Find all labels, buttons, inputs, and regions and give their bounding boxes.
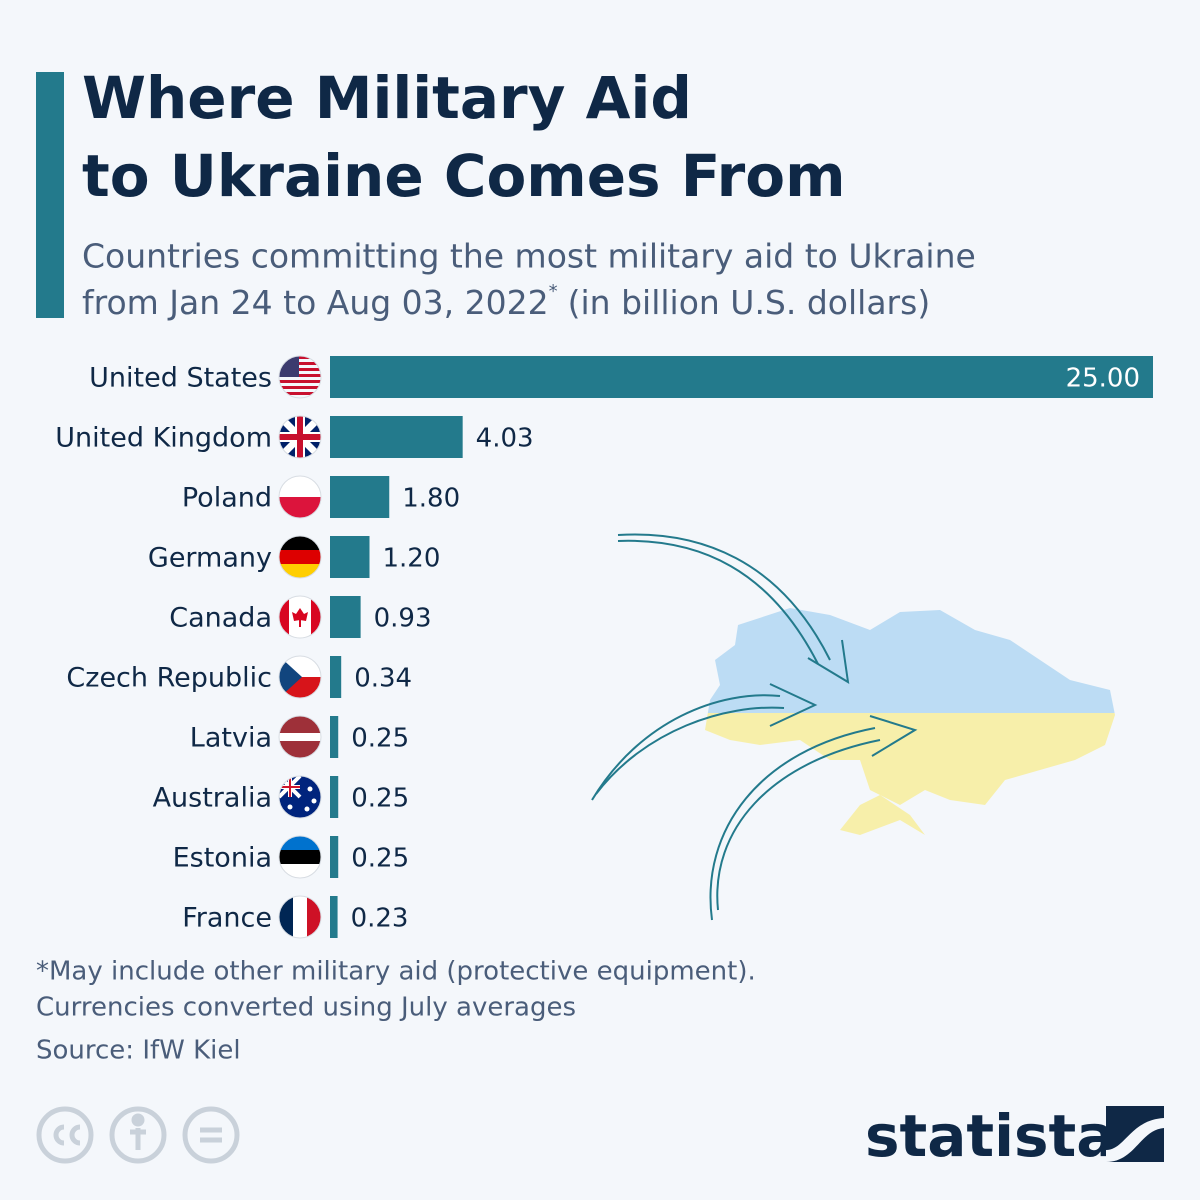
flag [279, 476, 321, 518]
flag-part [279, 362, 321, 365]
flag-border [278, 655, 322, 699]
flag-part [279, 564, 321, 578]
flag-border [278, 775, 322, 819]
category-label: France [182, 903, 272, 934]
flag-part [307, 896, 321, 938]
flag-part [293, 896, 307, 938]
bar [330, 896, 338, 938]
flag-part [279, 476, 321, 497]
flag [279, 716, 321, 758]
bar [330, 836, 339, 878]
flag-border [278, 355, 322, 399]
logo-icon [1106, 1106, 1164, 1162]
flag-part [279, 497, 321, 518]
flag-border [278, 835, 322, 879]
value-label: 25.00 [1066, 364, 1140, 394]
footnote: Currencies converted using July averages [36, 993, 576, 1023]
value-label: 1.80 [402, 484, 460, 514]
flag [279, 416, 321, 458]
chart-title: Where Military Aid [82, 64, 692, 132]
category-label: Latvia [190, 723, 272, 754]
flag-border [278, 595, 322, 639]
flag-part [279, 356, 321, 359]
flag-border [278, 895, 322, 939]
value-label: 0.23 [351, 904, 409, 934]
bar [330, 356, 1153, 398]
flag-part [311, 798, 317, 804]
accent-bar [36, 72, 64, 318]
value-label: 0.25 [351, 724, 409, 754]
license-icons [36, 1106, 240, 1164]
category-label: Canada [169, 603, 272, 634]
subtitle: from Jan 24 to Aug 03, 2022* (in billion … [82, 281, 930, 322]
flag-border [278, 715, 322, 759]
flag [279, 896, 321, 938]
flag-part [279, 550, 321, 564]
flag-border [278, 475, 322, 519]
flag-part [279, 386, 321, 389]
flag-part [307, 786, 313, 792]
flag-part [292, 608, 308, 627]
category-label: Germany [148, 543, 272, 574]
flag-part [279, 733, 321, 741]
flag-part [279, 896, 293, 938]
bar [330, 596, 361, 638]
flag-border [278, 535, 322, 579]
category-label: Estonia [173, 843, 272, 874]
flag [279, 536, 321, 578]
subtitle-part: from Jan 24 to Aug 03, 2022 [82, 283, 549, 322]
chart-title: to Ukraine Comes From [82, 142, 846, 210]
flag [279, 596, 321, 638]
footnote: *May include other military aid (protect… [36, 957, 756, 987]
bar [330, 776, 339, 818]
source: Source: IfW Kiel [36, 1036, 241, 1066]
category-label: Czech Republic [66, 663, 272, 694]
flag [279, 656, 321, 698]
value-label: 1.20 [383, 544, 441, 574]
flag-part [279, 392, 321, 395]
flag-part [287, 804, 293, 810]
bar [330, 536, 370, 578]
value-label: 0.93 [374, 604, 432, 634]
flag-part [279, 416, 321, 458]
subtitle-part: (in billion U.S. dollars) [568, 283, 931, 322]
flag-part [279, 864, 321, 878]
flag-border [278, 415, 322, 459]
bar [330, 716, 339, 758]
flag-part [279, 836, 321, 850]
value-label: 0.25 [351, 784, 409, 814]
flag [279, 776, 321, 818]
value-label: 0.34 [354, 664, 412, 694]
category-label: United Kingdom [55, 423, 272, 454]
flag [279, 836, 321, 878]
flag-part [279, 850, 321, 864]
subtitle: Countries committing the most military a… [82, 237, 976, 276]
value-label: 0.25 [351, 844, 409, 874]
flag-part [279, 776, 300, 797]
value-label: 4.03 [476, 424, 534, 454]
logo: statista [865, 1102, 1115, 1170]
flag-part [279, 536, 321, 550]
arrows [591, 533, 918, 921]
bar [330, 476, 390, 518]
bar [330, 656, 342, 698]
category-label: United States [89, 363, 272, 394]
flag-part [279, 374, 321, 377]
flag-part [279, 380, 321, 383]
flag-part [279, 656, 302, 698]
flag-part [279, 368, 321, 371]
category-label: Poland [182, 483, 272, 514]
subtitle-marker: * [549, 281, 558, 302]
bar [330, 416, 463, 458]
category-label: Australia [153, 783, 272, 814]
flag-part [304, 806, 310, 812]
